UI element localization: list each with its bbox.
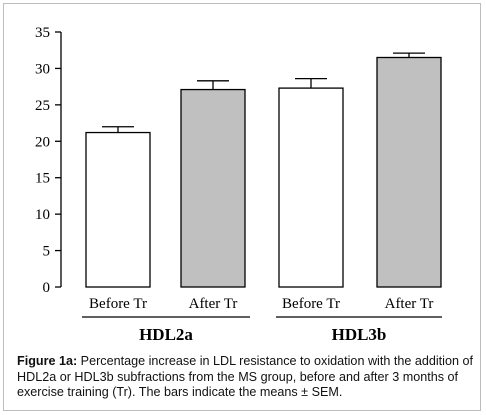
y-tick-label: 30 [35, 61, 50, 77]
y-tick-label: 20 [35, 134, 50, 150]
x-category-label: Before Tr [282, 296, 340, 312]
figure-panel: 0 5 10 15 20 25 30 35 Before Tr After Tr HDL2a Bef… [3, 3, 481, 411]
bar [180, 88, 246, 288]
y-tick-label: 10 [35, 207, 50, 223]
x-category-label: After Tr [189, 296, 238, 312]
x-category-label: After Tr [385, 296, 434, 312]
y-tick-label: 25 [35, 98, 50, 114]
y-tick-label: 0 [43, 280, 51, 296]
x-category-label: Before Tr [89, 296, 147, 312]
group-label: HDL3b [332, 325, 387, 344]
y-ticks: 0 5 10 15 20 25 30 35 [35, 25, 61, 296]
y-tick-label: 35 [35, 25, 50, 41]
y-tick-label: 5 [43, 244, 51, 260]
bars [85, 52, 442, 288]
bar [278, 87, 344, 288]
y-tick-label: 15 [35, 171, 50, 187]
caption-label: Figure 1a: [17, 354, 78, 368]
bar [376, 56, 442, 288]
caption-text: Percentage increase in LDL resistance to… [17, 354, 473, 400]
figure-caption: Figure 1a: Percentage increase in LDL re… [17, 354, 479, 401]
bar [85, 131, 151, 288]
x-labels: Before Tr After Tr HDL2a Before Tr After Tr H… [82, 296, 442, 344]
group-label: HDL2a [139, 325, 193, 344]
